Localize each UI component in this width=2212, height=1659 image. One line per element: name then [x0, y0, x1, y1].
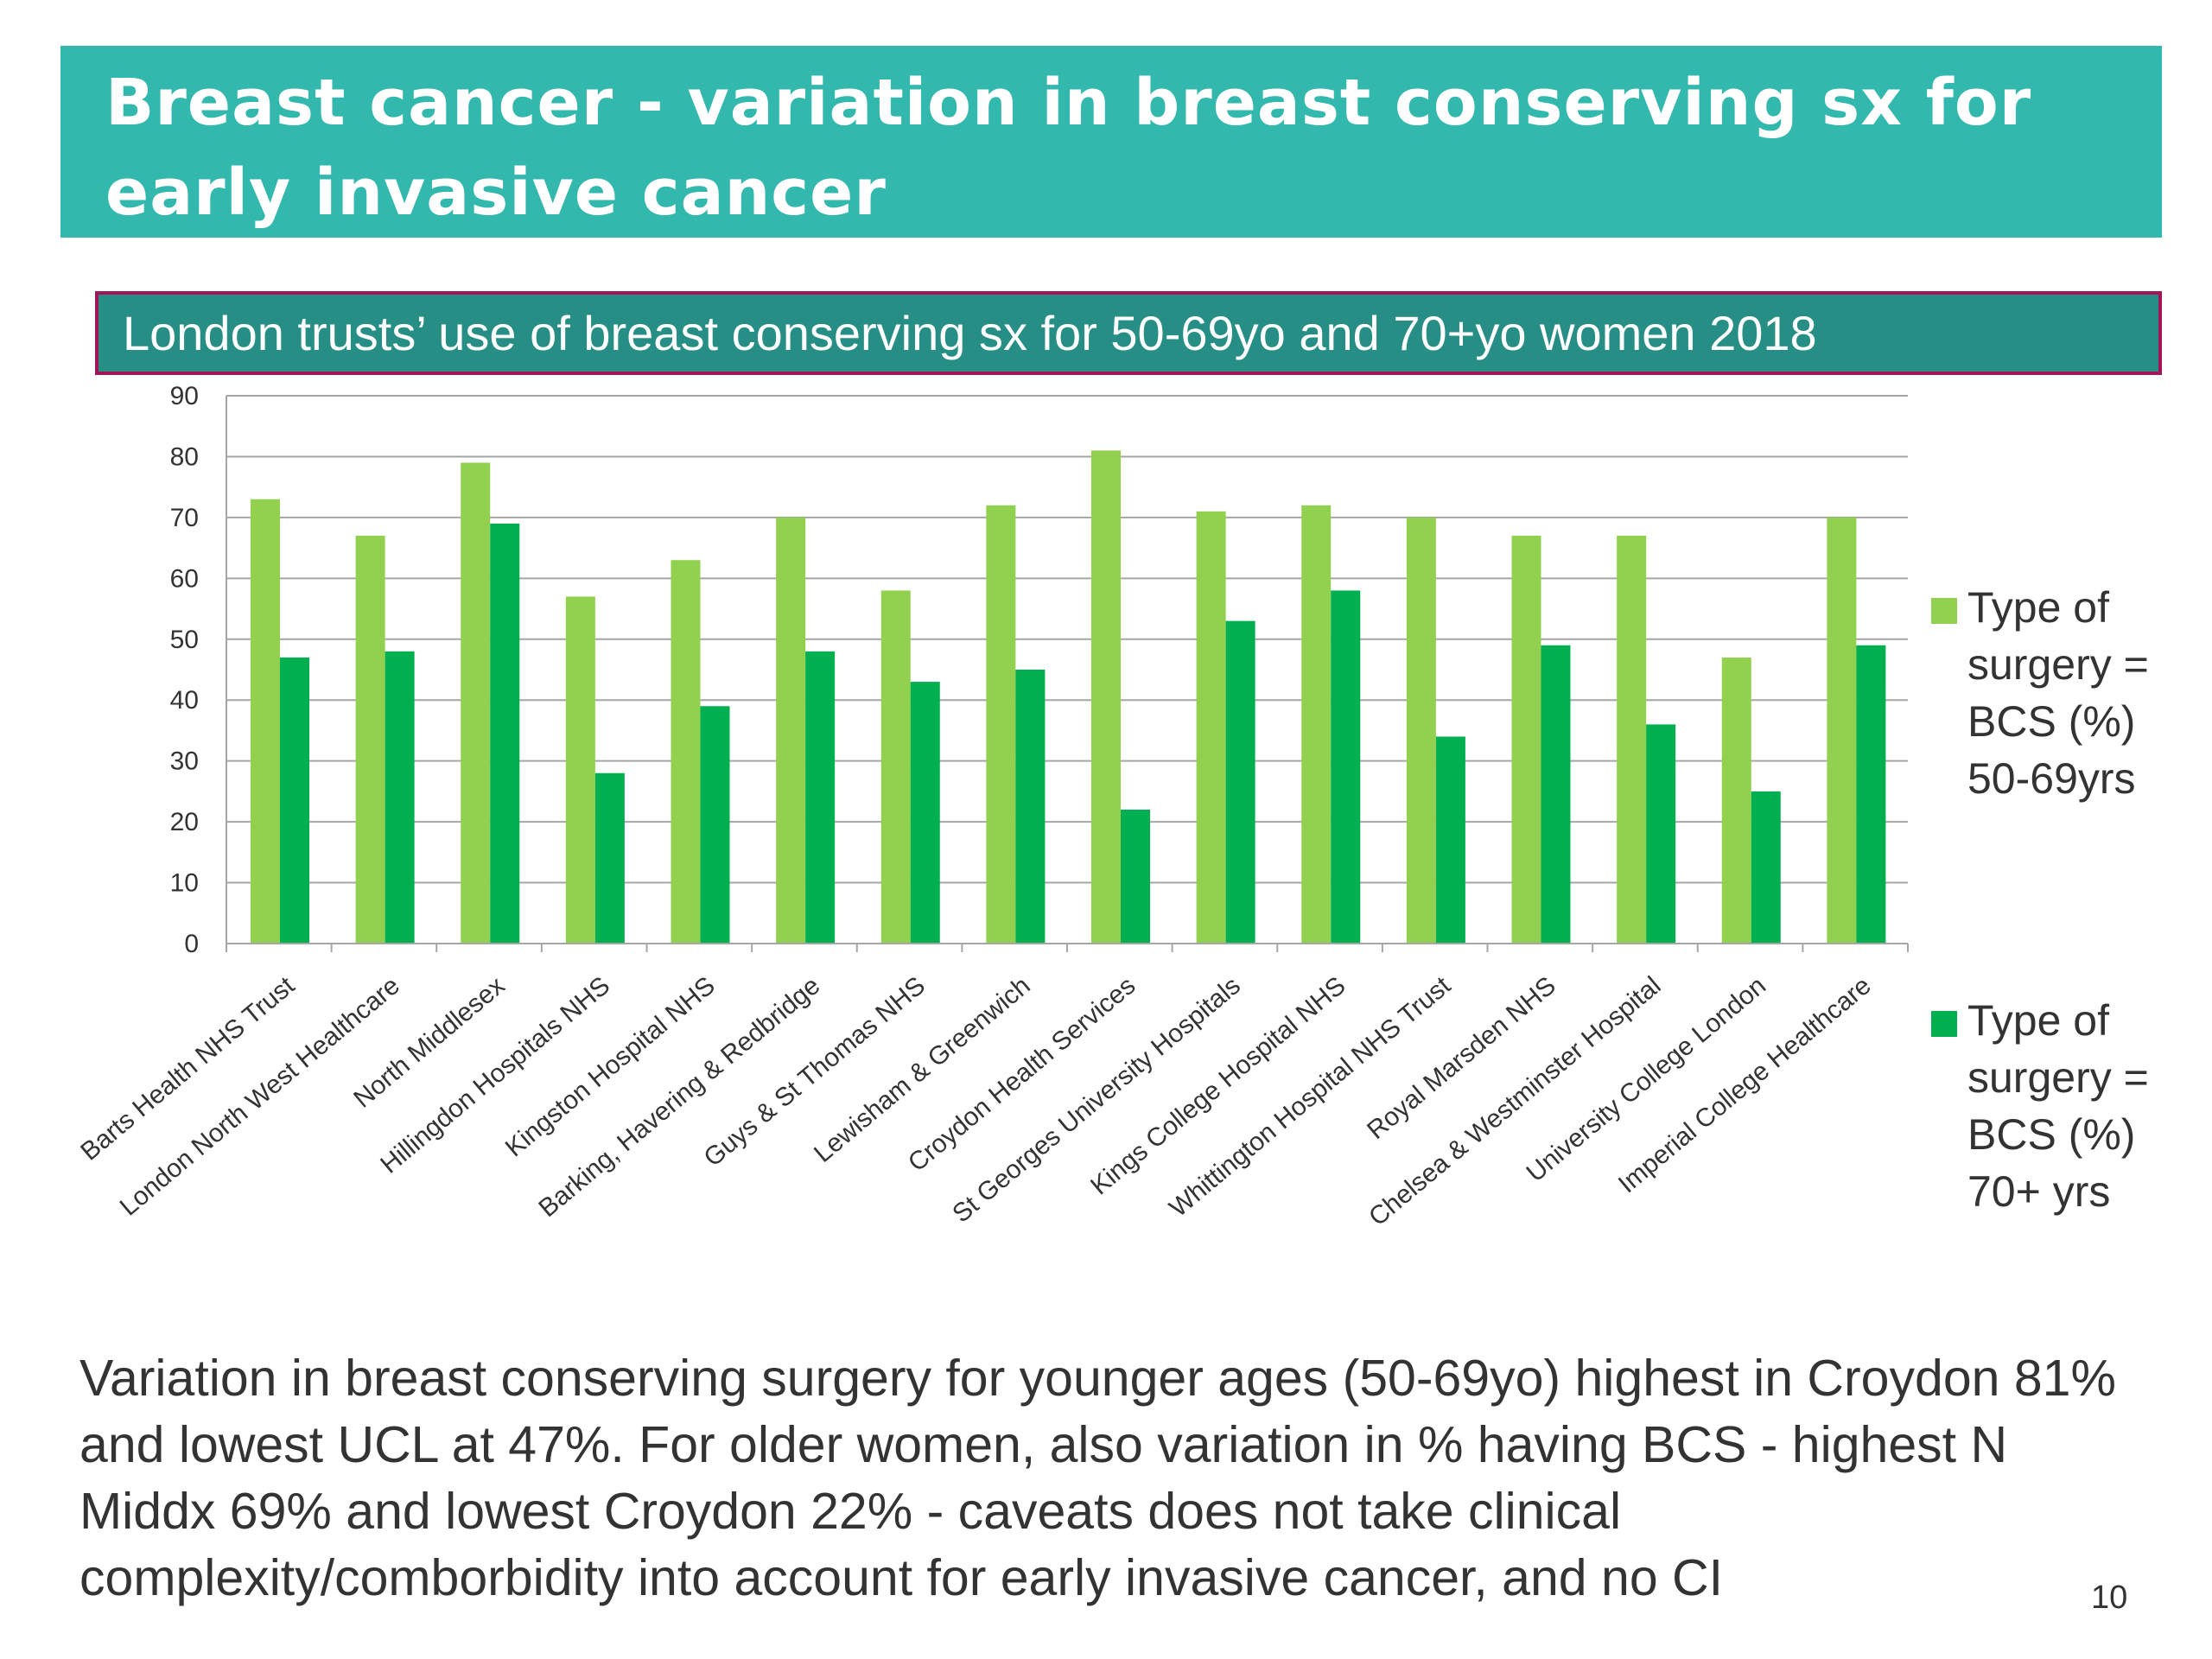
legend-label-70-plus: Type of surgery = BCS (%) 70+ yrs — [1967, 996, 2149, 1216]
bar-50-69 — [565, 596, 595, 944]
y-tick-label: 50 — [170, 626, 199, 654]
bar-70-plus — [1646, 724, 1676, 944]
bar-70-plus — [1856, 645, 1886, 944]
bar-50-69 — [1091, 450, 1121, 944]
bar-70-plus — [385, 651, 415, 944]
bar-70-plus — [1121, 810, 1150, 944]
legend-swatch-70-plus — [1931, 1011, 1957, 1037]
bar-70-plus — [1751, 791, 1781, 944]
bar-50-69 — [1617, 536, 1647, 944]
bar-50-69 — [1827, 517, 1857, 944]
y-tick-label: 70 — [170, 504, 199, 532]
legend-label-50-69: Type of surgery = BCS (%) 50-69yrs — [1967, 583, 2149, 803]
bar-50-69 — [355, 536, 385, 944]
bar-50-69 — [1196, 511, 1226, 944]
y-tick-label: 80 — [170, 442, 199, 471]
bar-50-69 — [880, 590, 911, 944]
bar-50-69 — [1406, 517, 1436, 944]
bar-50-69 — [776, 517, 806, 944]
bar-50-69 — [1511, 536, 1541, 944]
y-tick-label: 40 — [170, 686, 199, 715]
bar-70-plus — [700, 706, 730, 944]
bar-70-plus — [280, 657, 309, 944]
bar-50-69 — [986, 505, 1016, 944]
y-tick-label: 90 — [170, 382, 199, 410]
bar-50-69 — [461, 462, 491, 944]
y-tick-label: 0 — [184, 930, 199, 958]
x-tick-label: Kingston Hospital NHS — [500, 971, 721, 1162]
bar-70-plus — [910, 682, 940, 944]
bar-70-plus — [1541, 645, 1571, 944]
y-tick-label: 30 — [170, 747, 199, 776]
y-tick-label: 60 — [170, 564, 199, 593]
x-tick-label: Barts Health NHS Trust — [75, 971, 301, 1166]
slide-title: Breast cancer - variation in breast cons… — [105, 66, 2032, 230]
title-banner: Breast cancer - variation in breast cons… — [60, 46, 2162, 238]
bar-50-69 — [671, 560, 701, 944]
bar-70-plus — [1435, 736, 1465, 944]
summary-note: Variation in breast conserving surgery f… — [79, 1350, 2116, 1606]
y-tick-label: 10 — [170, 869, 199, 898]
y-tick-label: 20 — [170, 808, 199, 836]
chart-subtitle: London trusts’ use of breast conserving … — [123, 306, 1817, 360]
bar-70-plus — [1225, 620, 1255, 944]
bar-50-69 — [1721, 657, 1751, 944]
bar-70-plus — [1015, 670, 1046, 944]
bar-50-69 — [251, 499, 280, 944]
page-number: 10 — [2091, 1580, 2128, 1616]
bar-70-plus — [490, 523, 520, 944]
legend-swatch-50-69 — [1931, 598, 1957, 624]
bar-50-69 — [1301, 505, 1332, 944]
bar-70-plus — [1331, 590, 1361, 944]
bar-70-plus — [594, 772, 625, 944]
chart-subtitle-box: London trusts’ use of breast conserving … — [95, 291, 2162, 375]
bar-chart: 0 10 20 30 40 50 60 70 80 90 Barts Health NHS Trus… — [75, 382, 1909, 1232]
x-tick-label: Royal Marsden NHS — [1362, 971, 1561, 1145]
bar-70-plus — [805, 651, 836, 944]
